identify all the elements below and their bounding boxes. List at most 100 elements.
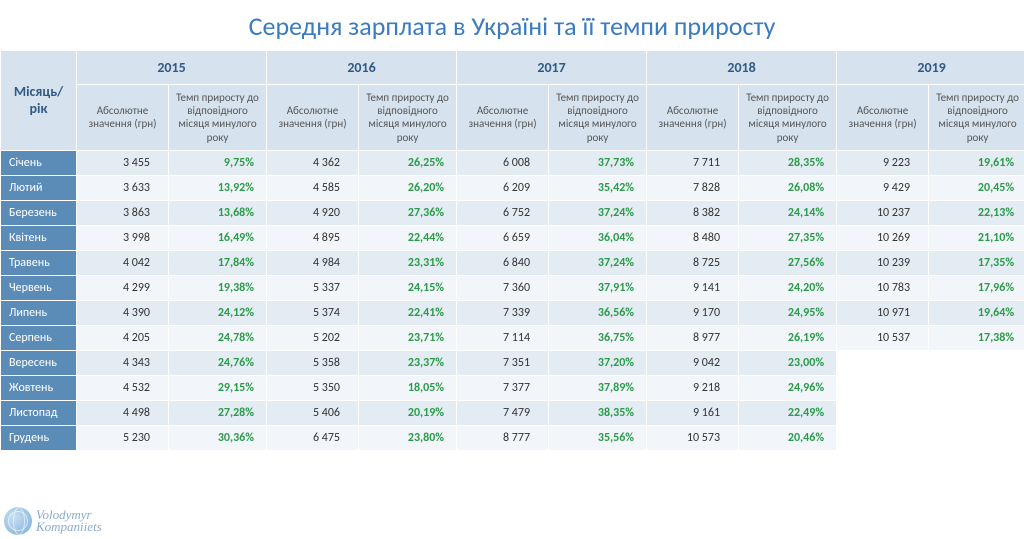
abs-cell: 10 239	[837, 250, 929, 275]
globe-icon	[4, 507, 32, 535]
month-cell: Грудень	[1, 425, 77, 450]
abs-cell: 4 585	[267, 175, 359, 200]
table-row: Листопад4 49827,28%5 40620,19%7 47938,35…	[1, 400, 1024, 425]
month-cell: Жовтень	[1, 375, 77, 400]
rate-cell: 22,13%	[929, 200, 1024, 225]
subheader-rate: Темп приросту до відповідного місяця мин…	[359, 85, 457, 151]
rate-cell: 24,78%	[169, 325, 267, 350]
year-header: 2019	[837, 51, 1024, 85]
abs-cell: 9 218	[647, 375, 739, 400]
abs-cell: 3 998	[77, 225, 169, 250]
month-cell: Лютий	[1, 175, 77, 200]
abs-cell: 10 237	[837, 200, 929, 225]
rate-cell: 24,76%	[169, 350, 267, 375]
rate-cell: 20,45%	[929, 175, 1024, 200]
abs-cell: 8 977	[647, 325, 739, 350]
table-row: Червень4 29919,38%5 33724,15%7 36037,91%…	[1, 275, 1024, 300]
rate-cell: 30,36%	[169, 425, 267, 450]
abs-cell: 5 406	[267, 400, 359, 425]
abs-cell: 9 223	[837, 150, 929, 175]
abs-cell: 10 573	[647, 425, 739, 450]
abs-cell: 7 339	[457, 300, 549, 325]
table-row: Квітень3 99816,49%4 89522,44%6 65936,04%…	[1, 225, 1024, 250]
abs-cell: 4 920	[267, 200, 359, 225]
abs-cell: 4 895	[267, 225, 359, 250]
year-header: 2015	[77, 51, 267, 85]
rate-cell: 13,68%	[169, 200, 267, 225]
rate-cell: 22,49%	[739, 400, 837, 425]
rate-cell: 24,96%	[739, 375, 837, 400]
abs-cell: 5 374	[267, 300, 359, 325]
abs-cell: 4 299	[77, 275, 169, 300]
abs-cell: 9 429	[837, 175, 929, 200]
rate-cell: 27,36%	[359, 200, 457, 225]
rate-cell: 37,20%	[549, 350, 647, 375]
table-row: Липень4 39024,12%5 37422,41%7 33936,56%9…	[1, 300, 1024, 325]
abs-cell: 4 498	[77, 400, 169, 425]
rate-cell: 23,80%	[359, 425, 457, 450]
subheader-abs: Абсолютне значення (грн)	[77, 85, 169, 151]
abs-cell: 3 455	[77, 150, 169, 175]
rate-cell	[929, 375, 1024, 400]
abs-cell: 4 532	[77, 375, 169, 400]
abs-cell: 10 971	[837, 300, 929, 325]
abs-cell: 7 377	[457, 375, 549, 400]
rate-cell: 26,19%	[739, 325, 837, 350]
year-header: 2016	[267, 51, 457, 85]
abs-cell: 8 382	[647, 200, 739, 225]
table-row: Січень3 4559,75%4 36226,25%6 00837,73%7 …	[1, 150, 1024, 175]
subheader-rate: Темп приросту до відповідного місяця мин…	[549, 85, 647, 151]
abs-cell: 4 042	[77, 250, 169, 275]
abs-cell: 9 170	[647, 300, 739, 325]
rate-cell: 16,49%	[169, 225, 267, 250]
abs-cell: 8 480	[647, 225, 739, 250]
abs-cell	[837, 350, 929, 375]
abs-cell: 10 783	[837, 275, 929, 300]
month-cell: Травень	[1, 250, 77, 275]
year-header: 2017	[457, 51, 647, 85]
rate-cell: 37,89%	[549, 375, 647, 400]
abs-cell: 7 351	[457, 350, 549, 375]
table-row: Жовтень4 53229,15%5 35018,05%7 37737,89%…	[1, 375, 1024, 400]
rate-cell: 23,37%	[359, 350, 457, 375]
abs-cell: 6 209	[457, 175, 549, 200]
rate-cell: 36,75%	[549, 325, 647, 350]
rate-cell: 37,73%	[549, 150, 647, 175]
year-header: 2018	[647, 51, 837, 85]
header-sub-row: Абсолютне значення (грн) Темп приросту д…	[1, 85, 1024, 151]
rate-cell: 24,14%	[739, 200, 837, 225]
rate-cell: 24,12%	[169, 300, 267, 325]
rate-cell: 19,61%	[929, 150, 1024, 175]
rate-cell: 24,15%	[359, 275, 457, 300]
abs-cell: 8 777	[457, 425, 549, 450]
rate-cell: 27,28%	[169, 400, 267, 425]
abs-cell: 5 337	[267, 275, 359, 300]
abs-cell: 6 659	[457, 225, 549, 250]
subheader-abs: Абсолютне значення (грн)	[457, 85, 549, 151]
month-cell: Серпень	[1, 325, 77, 350]
rate-cell: 27,35%	[739, 225, 837, 250]
abs-cell: 5 350	[267, 375, 359, 400]
rate-cell: 19,64%	[929, 300, 1024, 325]
rate-cell: 17,38%	[929, 325, 1024, 350]
abs-cell	[837, 425, 929, 450]
table-body: Січень3 4559,75%4 36226,25%6 00837,73%7 …	[1, 150, 1024, 450]
abs-cell: 6 475	[267, 425, 359, 450]
abs-cell: 6 008	[457, 150, 549, 175]
rate-cell: 20,19%	[359, 400, 457, 425]
page-title: Середня зарплата в Україні та її темпи п…	[0, 0, 1024, 50]
rate-cell: 22,44%	[359, 225, 457, 250]
rate-cell: 22,41%	[359, 300, 457, 325]
author-line2: Kompaniiets	[36, 521, 102, 533]
month-cell: Січень	[1, 150, 77, 175]
rate-cell: 20,46%	[739, 425, 837, 450]
rate-cell: 38,35%	[549, 400, 647, 425]
abs-cell: 3 633	[77, 175, 169, 200]
salary-table: Місяць/рік 2015 2016 2017 2018 2019 Абсо…	[0, 50, 1024, 451]
rate-cell: 13,92%	[169, 175, 267, 200]
abs-cell: 5 202	[267, 325, 359, 350]
month-cell: Липень	[1, 300, 77, 325]
rate-cell: 35,42%	[549, 175, 647, 200]
abs-cell: 4 984	[267, 250, 359, 275]
table-row: Серпень4 20524,78%5 20223,71%7 11436,75%…	[1, 325, 1024, 350]
